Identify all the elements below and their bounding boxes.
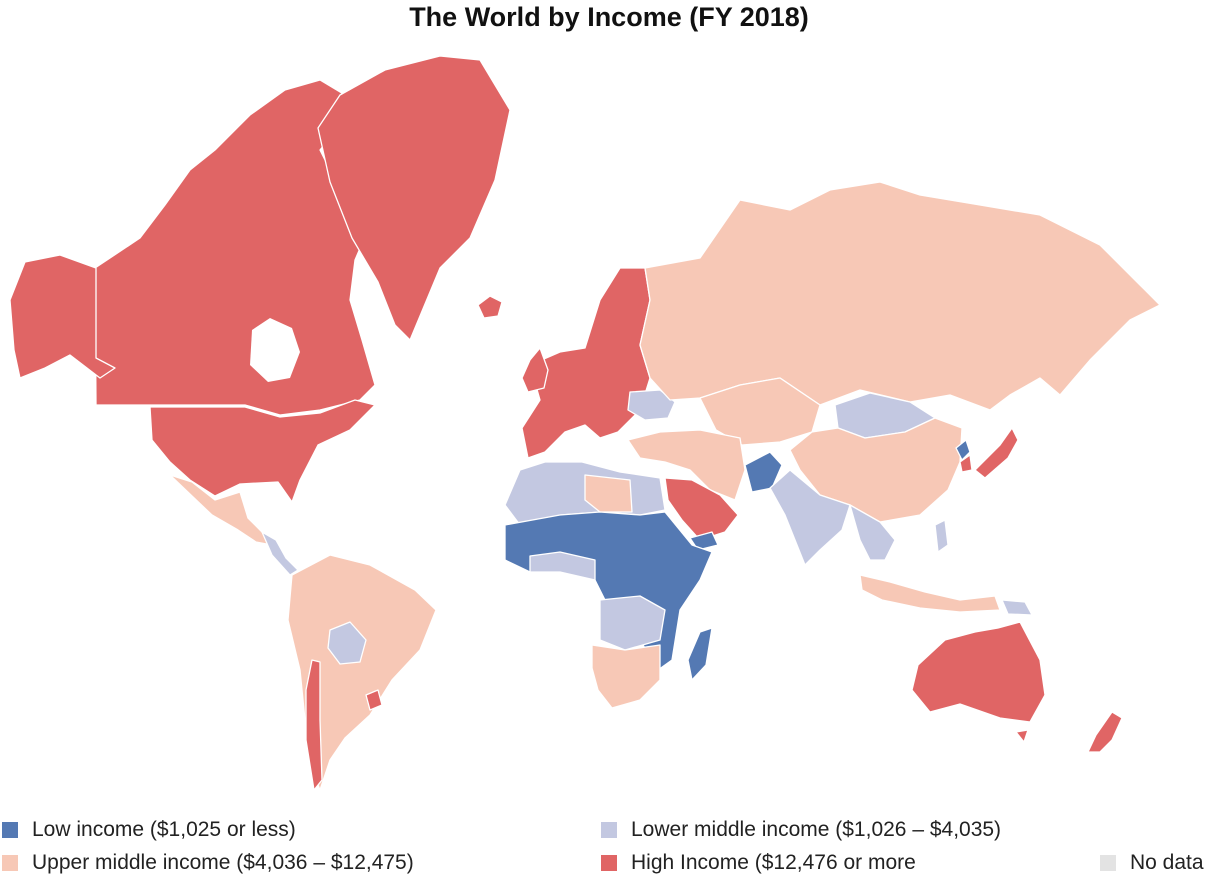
country-japan[interactable] <box>974 427 1019 479</box>
world-map-svg <box>9 55 1161 791</box>
country-greenland[interactable] <box>317 55 511 341</box>
region-sub-saharan-africa-low[interactable] <box>504 511 713 671</box>
region-central-america[interactable] <box>261 531 299 576</box>
legend-swatch-high <box>601 855 617 871</box>
region-southern-africa[interactable] <box>591 644 661 709</box>
country-papua-new-guinea[interactable] <box>1001 599 1033 616</box>
region-libya[interactable] <box>584 474 633 513</box>
legend-label-no-data: No data <box>1130 851 1204 874</box>
country-new-zealand[interactable] <box>1087 711 1123 753</box>
region-southeast-asia[interactable] <box>849 504 896 561</box>
region-east-africa[interactable] <box>599 595 666 651</box>
country-south-korea[interactable] <box>959 454 973 473</box>
country-chile[interactable] <box>305 659 323 791</box>
region-south-asia[interactable] <box>769 469 851 566</box>
legend-label-high: High Income ($12,476 or more <box>631 851 916 874</box>
legend-low-income: Low income ($1,025 or less) <box>2 818 296 842</box>
country-australia[interactable] <box>911 621 1046 723</box>
country-madagascar[interactable] <box>687 627 713 681</box>
country-russia[interactable] <box>639 181 1161 411</box>
country-united-states[interactable] <box>149 399 376 503</box>
country-united-kingdom[interactable] <box>521 347 549 393</box>
country-alaska[interactable] <box>9 254 116 379</box>
region-middle-east[interactable] <box>627 429 746 501</box>
region-west-africa-coast[interactable] <box>529 551 596 581</box>
country-uruguay[interactable] <box>365 689 383 711</box>
legend-swatch-upper-middle <box>2 855 18 871</box>
country-afghanistan[interactable] <box>744 451 783 493</box>
legend-upper-middle-income: Upper middle income ($4,036 – $12,475) <box>2 851 414 875</box>
country-iceland[interactable] <box>477 295 503 319</box>
country-ukraine[interactable] <box>627 389 676 421</box>
legend-high-income: High Income ($12,476 or more <box>601 851 916 875</box>
country-tasmania[interactable] <box>1015 729 1029 743</box>
legend-swatch-no-data <box>1100 855 1116 871</box>
map-title: The World by Income (FY 2018) <box>409 2 809 32</box>
country-bolivia[interactable] <box>327 621 367 665</box>
legend-label-low: Low income ($1,025 or less) <box>32 818 296 841</box>
hudson-bay <box>250 318 300 382</box>
country-philippines[interactable] <box>934 519 949 553</box>
country-china[interactable] <box>789 417 963 523</box>
region-maritime-southeast-asia[interactable] <box>859 574 1001 613</box>
world-map <box>0 44 1218 814</box>
legend-swatch-lower-middle <box>601 822 617 838</box>
country-north-korea[interactable] <box>955 439 971 461</box>
legend-lower-middle-income: Lower middle income ($1,026 – $4,035) <box>601 818 1001 842</box>
legend-no-data: No data <box>1100 851 1204 875</box>
legend-label-upper-middle: Upper middle income ($4,036 – $12,475) <box>32 851 414 874</box>
region-arabian-peninsula[interactable] <box>664 477 739 541</box>
region-south-america[interactable] <box>287 554 437 791</box>
legend-swatch-low <box>2 822 18 838</box>
legend-label-lower-middle: Lower middle income ($1,026 – $4,035) <box>631 818 1002 841</box>
